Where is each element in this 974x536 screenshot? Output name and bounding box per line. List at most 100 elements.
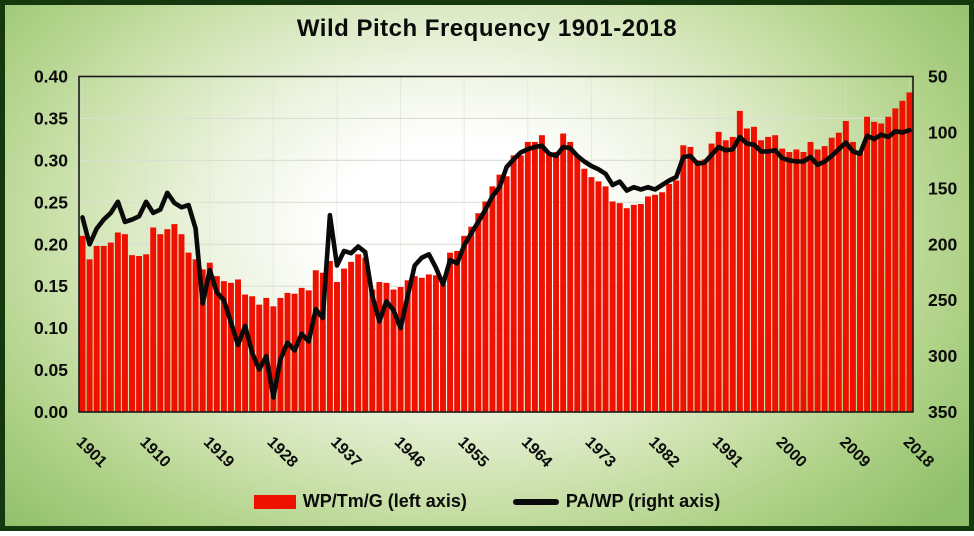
- left-axis-tick-label: 0.25: [34, 192, 68, 212]
- bar-1987: [687, 146, 694, 412]
- bar-1950: [425, 274, 432, 412]
- bar-2002: [793, 149, 800, 412]
- bar-1992: [722, 140, 729, 412]
- bar-1986: [680, 145, 687, 412]
- bar-1963: [517, 155, 524, 412]
- legend-line-label: PA/WP (right axis): [565, 491, 721, 511]
- bar-2003: [800, 151, 807, 413]
- left-axis-tick-label: 0.20: [34, 234, 68, 254]
- bar-2016: [892, 108, 899, 412]
- bar-1979: [630, 204, 637, 412]
- bar-1985: [673, 180, 680, 412]
- bar-1907: [121, 234, 128, 412]
- bar-1980: [637, 203, 644, 412]
- bar-1922: [227, 282, 234, 412]
- bar-1930: [284, 292, 291, 412]
- bar-2018: [906, 92, 913, 412]
- x-axis-year-label: 1991: [709, 434, 746, 471]
- bar-1996: [751, 126, 757, 412]
- bar-2004: [807, 141, 814, 413]
- bar-series-swatch-icon: [253, 494, 296, 509]
- bar-2015: [885, 116, 892, 412]
- bar-2011: [857, 151, 863, 413]
- bar-1990: [708, 143, 715, 412]
- plot-border: [78, 75, 914, 413]
- x-axis-year-label: 1901: [73, 434, 110, 471]
- bar-1926: [256, 304, 263, 412]
- bar-1999: [772, 135, 779, 412]
- bar-1961: [503, 176, 510, 412]
- right-axis-tick-label: 350: [928, 402, 957, 422]
- right-axis-tick-label: 200: [928, 234, 957, 254]
- bar-1944: [383, 282, 390, 412]
- left-axis-tick-label: 0.15: [34, 276, 68, 296]
- bar-1995: [743, 128, 750, 412]
- chart-title: Wild Pitch Frequency 1901-2018: [296, 15, 678, 42]
- bar-1928: [270, 306, 277, 412]
- bar-1911: [150, 227, 157, 412]
- bar-2005: [814, 149, 821, 412]
- bar-1973: [588, 177, 595, 412]
- bar-1939: [348, 261, 355, 412]
- bar-1905: [107, 242, 114, 412]
- bar-1960: [496, 174, 503, 412]
- pa-wp-line: [80, 127, 912, 400]
- x-axis-year-label: 1919: [200, 434, 237, 471]
- bar-1921: [220, 281, 227, 412]
- bar-1998: [765, 136, 772, 412]
- bar-1942: [369, 289, 376, 412]
- bar-1938: [341, 268, 348, 412]
- right-axis-tick-label: 100: [928, 122, 957, 142]
- bar-2009: [842, 120, 849, 413]
- bar-1972: [581, 168, 588, 412]
- bar-1924: [242, 294, 249, 412]
- x-axis-year-label: 1982: [645, 434, 682, 471]
- bar-1917: [192, 259, 199, 412]
- bar-1965: [531, 141, 538, 413]
- bar-2013: [871, 121, 878, 412]
- bar-1968: [553, 151, 560, 413]
- legend-item-bar-series: WP/Tm/G (left axis): [253, 491, 467, 512]
- bar-1912: [157, 234, 164, 412]
- bar-1914: [171, 224, 178, 412]
- bar-1946: [397, 287, 404, 412]
- x-axis-year-label: 2018: [900, 434, 937, 471]
- left-axis-tick-label: 0.05: [34, 360, 68, 380]
- legend-bar-label: WP/Tm/G (left axis): [302, 491, 467, 511]
- bar-1957: [475, 213, 482, 412]
- bar-1971: [574, 155, 581, 412]
- bar-1916: [185, 252, 192, 412]
- bar-1983: [659, 192, 666, 412]
- line-series-swatch-icon: [512, 498, 559, 505]
- bar-1967: [546, 153, 552, 413]
- x-axis-year-label: 1928: [264, 434, 301, 471]
- x-axis-year-label: 1937: [327, 434, 364, 471]
- bar-1948: [411, 276, 418, 412]
- bar-1936: [326, 261, 333, 412]
- bar-1991: [715, 131, 722, 413]
- bar-1941: [362, 257, 369, 412]
- right-axis-tick-label: 50: [928, 67, 948, 87]
- x-axis-year-label: 1973: [582, 434, 619, 471]
- bar-2012: [864, 116, 871, 412]
- bar-1920: [213, 276, 220, 412]
- bar-1947: [404, 280, 411, 412]
- left-axis-tick-label: 0.00: [34, 402, 68, 422]
- bar-2010: [849, 141, 856, 413]
- bar-1964: [524, 141, 531, 413]
- bar-1984: [666, 183, 673, 412]
- bar-1943: [376, 281, 383, 412]
- bar-1919: [206, 262, 213, 412]
- bar-1908: [129, 255, 135, 412]
- bar-1994: [736, 110, 743, 413]
- x-axis-year-label: 2009: [836, 434, 873, 471]
- bar-1918: [199, 269, 206, 412]
- bar-1934: [312, 270, 319, 412]
- bar-1931: [291, 293, 298, 412]
- bar-1915: [178, 234, 185, 412]
- right-axis-tick-label: 300: [928, 346, 957, 366]
- chart-canvas: 0.40 0.35 0.30 0.25 0.20 0.15 0.10 0.05 0.00 50 10…: [34, 67, 958, 472]
- bar-1904: [100, 245, 107, 412]
- bar-1932: [298, 287, 305, 412]
- bar-1910: [143, 254, 150, 412]
